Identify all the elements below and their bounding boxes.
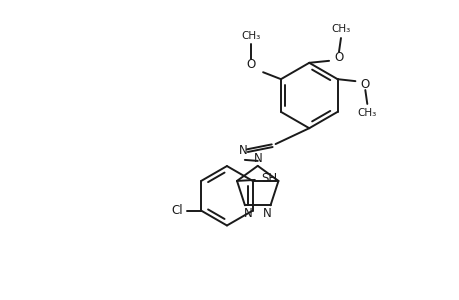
Text: O: O bbox=[360, 78, 369, 91]
Text: CH₃: CH₃ bbox=[241, 31, 260, 40]
Text: Cl: Cl bbox=[171, 204, 183, 217]
Text: CH₃: CH₃ bbox=[357, 108, 376, 118]
Text: N: N bbox=[263, 207, 271, 220]
Text: N: N bbox=[254, 152, 263, 165]
Text: N: N bbox=[243, 207, 252, 220]
Text: N: N bbox=[238, 143, 247, 157]
Text: O: O bbox=[334, 51, 343, 64]
Text: SH: SH bbox=[260, 172, 276, 185]
Text: O: O bbox=[246, 58, 255, 71]
Text: CH₃: CH₃ bbox=[330, 24, 350, 34]
